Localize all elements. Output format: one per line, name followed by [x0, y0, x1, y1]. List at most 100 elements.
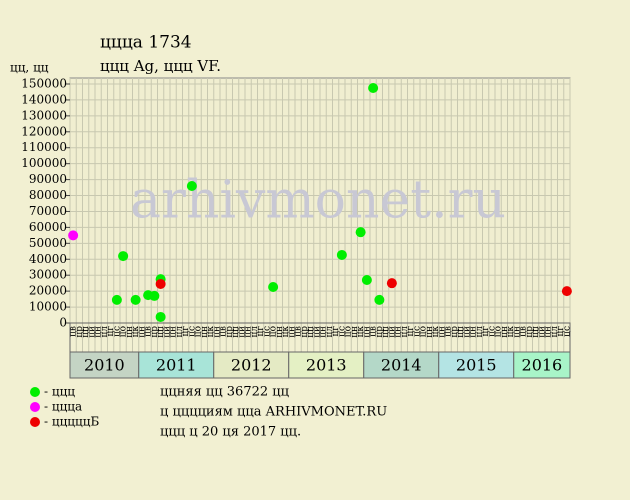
month-label: цй	[312, 326, 322, 338]
month-label: цв	[369, 326, 379, 337]
legend-marker	[30, 417, 40, 427]
footer-text: ццц ц 20 ця 2017 цц.	[160, 425, 301, 440]
month-label: цл	[475, 326, 485, 338]
month-label: цн	[125, 326, 135, 338]
month-label: цг	[181, 326, 191, 337]
point	[336, 249, 347, 260]
month-label: цр	[300, 326, 310, 338]
month-label: цй	[537, 326, 547, 338]
month-label: цг	[481, 326, 491, 337]
y-tick-label: 70000	[29, 204, 67, 218]
point	[355, 227, 366, 238]
month-label: цв	[519, 326, 529, 337]
month-label: цв	[294, 326, 304, 337]
month-label: цл	[250, 326, 260, 338]
month-label: цл	[100, 326, 110, 338]
point	[268, 281, 279, 292]
month-label: цл	[400, 326, 410, 338]
month-label: цс	[112, 326, 122, 337]
point	[118, 251, 129, 262]
month-label: цн	[137, 326, 147, 338]
month-label: цп	[456, 326, 466, 338]
year-box	[69, 351, 140, 379]
year-label: 2010	[84, 356, 125, 375]
month-label: цн	[350, 326, 360, 338]
month-label: цк	[281, 326, 291, 338]
month-label: цп	[81, 326, 91, 338]
month-label: цс	[562, 326, 572, 337]
month-label: цс	[262, 326, 272, 337]
y-tick-label: 20000	[29, 284, 67, 298]
month-row	[69, 322, 571, 353]
y-tick-label: 130000	[21, 108, 67, 122]
y-tick-label: 50000	[29, 236, 67, 250]
month-label: цс	[412, 326, 422, 337]
month-label: цр	[525, 326, 535, 338]
point	[68, 230, 79, 241]
month-label: цп	[306, 326, 316, 338]
month-label: цн	[512, 326, 522, 338]
month-label: цл	[175, 326, 185, 338]
month-label: цг	[106, 326, 116, 337]
month-label: цв	[144, 326, 154, 337]
month-label: цр	[450, 326, 460, 338]
point	[130, 294, 141, 305]
point	[155, 278, 166, 289]
month-label: цн	[394, 326, 404, 338]
month-label: цп	[156, 326, 166, 338]
month-label: цн	[169, 326, 179, 338]
month-label: цй	[162, 326, 172, 338]
month-label: цл	[550, 326, 560, 338]
month-label: цо	[494, 326, 504, 337]
month-label: цй	[237, 326, 247, 338]
month-label: цк	[131, 326, 141, 338]
point	[361, 274, 372, 285]
month-label: цк	[356, 326, 366, 338]
month-label: цн	[544, 326, 554, 338]
month-label: цн	[500, 326, 510, 338]
month-label: цй	[462, 326, 472, 338]
watermark: arhivmonet.ru	[130, 171, 506, 231]
month-label: цп	[381, 326, 391, 338]
month-label: цн	[319, 326, 329, 338]
month-label: цо	[419, 326, 429, 337]
month-label: цк	[431, 326, 441, 338]
month-label: цо	[119, 326, 129, 337]
legend-marker	[30, 402, 40, 412]
month-label: цг	[256, 326, 266, 337]
month-label: цн	[362, 326, 372, 338]
point	[149, 290, 160, 301]
footer-text: ццняя цц 36722 цц	[160, 385, 289, 400]
year-box	[213, 351, 290, 379]
point	[155, 311, 166, 322]
month-label: цй	[387, 326, 397, 338]
point	[186, 180, 197, 191]
month-label: цо	[269, 326, 279, 337]
point	[111, 294, 122, 305]
year-box	[363, 351, 440, 379]
month-label: цр	[75, 326, 85, 338]
year-label: 2015	[456, 356, 497, 375]
month-label: цг	[556, 326, 566, 337]
month-label: цк	[206, 326, 216, 338]
month-label: цн	[244, 326, 254, 338]
footer-text: ц цццциям ццa ARHIVMONET.RU	[160, 405, 387, 420]
point	[374, 294, 385, 305]
month-label: цс	[487, 326, 497, 337]
month-label: цс	[187, 326, 197, 337]
legend-marker	[30, 387, 40, 397]
y-tick-label: 100000	[21, 156, 67, 170]
month-label: цо	[344, 326, 354, 337]
year-label: 2014	[381, 356, 422, 375]
year-box	[438, 351, 515, 379]
month-label: цн	[212, 326, 222, 338]
y-axis-label: цц, цц	[10, 61, 49, 75]
legend-label: - ццц	[44, 385, 75, 399]
y-tick-label: 0	[59, 316, 67, 330]
y-tick-label: 120000	[21, 124, 67, 138]
month-label: цр	[375, 326, 385, 338]
month-label: цг	[406, 326, 416, 337]
year-label: 2013	[306, 356, 347, 375]
month-label: цн	[469, 326, 479, 338]
